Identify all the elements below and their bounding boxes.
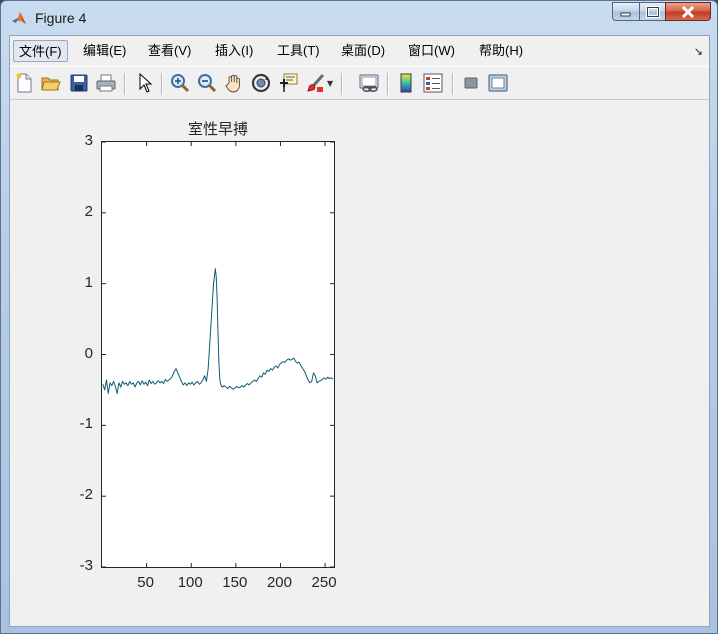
hide-plot-tools-icon xyxy=(464,77,478,89)
toolbar-separator xyxy=(387,73,388,95)
open-file-icon xyxy=(41,77,61,91)
data-cursor-icon xyxy=(280,73,298,92)
hide-plot-tools-button[interactable] xyxy=(460,72,482,94)
title-bar[interactable]: Figure 4 xyxy=(1,1,717,35)
rotate-3d-button[interactable] xyxy=(250,72,272,94)
minimize-icon xyxy=(620,12,631,16)
figure-client-area: 文件(F) 编辑(E) 查看(V) 插入(I) 工具(T) 桌面(D) 窗口(W… xyxy=(9,35,710,627)
y-tick-label: 3 xyxy=(84,132,93,149)
pan-hand-icon xyxy=(225,74,240,93)
maximize-button[interactable] xyxy=(639,2,665,21)
series-line xyxy=(102,268,334,394)
menu-file[interactable]: 文件(F) xyxy=(13,40,68,62)
y-tick-label: 2 xyxy=(84,202,93,220)
link-plot-button[interactable] xyxy=(359,72,381,94)
edit-plot-button[interactable] xyxy=(134,72,156,94)
pan-button[interactable] xyxy=(223,72,245,94)
maximize-icon xyxy=(645,5,660,18)
data-cursor-button[interactable] xyxy=(277,72,299,94)
close-button[interactable] xyxy=(665,2,711,21)
save-icon xyxy=(70,74,88,92)
show-plot-tools-icon xyxy=(488,74,508,92)
colorbar-icon xyxy=(400,73,412,93)
zoom-out-icon xyxy=(198,74,217,93)
zoom-in-button[interactable] xyxy=(169,72,191,94)
close-icon xyxy=(681,5,695,18)
matlab-logo-icon xyxy=(12,12,26,24)
menu-desktop[interactable]: 桌面(D) xyxy=(341,43,386,58)
open-file-button[interactable] xyxy=(40,72,62,94)
x-tick-label: 150 xyxy=(222,574,248,591)
brush-dropdown-icon[interactable]: ▼ xyxy=(327,79,334,88)
save-button[interactable] xyxy=(68,72,90,94)
minimize-button[interactable] xyxy=(612,2,639,21)
menu-view[interactable]: 查看(V) xyxy=(148,43,192,58)
menu-insert[interactable]: 插入(I) xyxy=(215,43,254,58)
menu-window[interactable]: 窗口(W) xyxy=(408,43,455,58)
zoom-in-icon xyxy=(171,74,190,93)
print-icon xyxy=(96,74,116,92)
toolbar-separator xyxy=(341,73,342,95)
insert-legend-button[interactable] xyxy=(422,72,444,94)
figure-toolbar: ▼ xyxy=(10,66,709,100)
axes-plot-area[interactable] xyxy=(101,141,335,568)
x-tick-label: 250 xyxy=(311,574,337,591)
rotate-3d-icon xyxy=(251,73,271,93)
menu-help[interactable]: 帮助(H) xyxy=(479,43,524,58)
new-figure-button[interactable] xyxy=(13,72,35,94)
pointer-icon xyxy=(139,73,153,93)
print-button[interactable] xyxy=(95,72,117,94)
x-tick-label: 100 xyxy=(177,574,203,591)
menu-bar: 文件(F) 编辑(E) 查看(V) 插入(I) 工具(T) 桌面(D) 窗口(W… xyxy=(10,36,709,66)
x-tick-label: 200 xyxy=(266,574,292,591)
window-title: Figure 4 xyxy=(35,10,87,26)
toolbar-separator xyxy=(124,73,125,95)
toolbar-separator xyxy=(452,73,453,95)
x-tick-label: 50 xyxy=(137,574,154,591)
y-tick-label: -1 xyxy=(79,415,93,433)
y-tick-label: -2 xyxy=(79,486,93,504)
y-tick-label: 1 xyxy=(84,273,93,291)
insert-colorbar-button[interactable] xyxy=(395,72,417,94)
link-plot-icon xyxy=(359,74,379,92)
menu-edit[interactable]: 编辑(E) xyxy=(83,43,127,58)
menu-dock-arrow-icon[interactable]: ↘ xyxy=(693,46,703,58)
brush-button[interactable] xyxy=(304,72,326,94)
menu-tools[interactable]: 工具(T) xyxy=(277,43,320,58)
brush-icon xyxy=(307,73,325,92)
legend-icon xyxy=(423,73,443,93)
y-tick-label: -3 xyxy=(79,557,93,574)
chart-title: 室性早搏 xyxy=(187,120,248,138)
new-figure-icon xyxy=(16,73,32,93)
zoom-out-button[interactable] xyxy=(196,72,218,94)
signal-plot xyxy=(102,142,334,567)
toolbar-separator xyxy=(161,73,162,95)
y-tick-label: 0 xyxy=(84,344,93,362)
show-plot-tools-button[interactable] xyxy=(487,72,509,94)
